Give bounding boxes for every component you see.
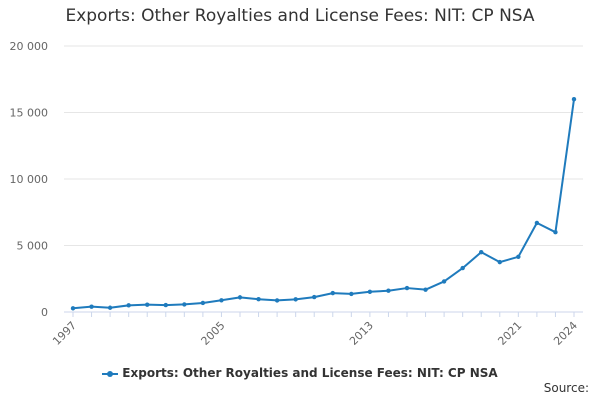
data-point — [163, 302, 168, 308]
series-layer — [70, 97, 577, 311]
data-point — [534, 220, 540, 226]
data-point — [219, 298, 224, 303]
data-point — [145, 302, 150, 307]
legend-point-marker — [107, 370, 114, 377]
series-line — [72, 99, 575, 310]
data-point — [256, 297, 261, 302]
y-tick-label: 5 000 — [17, 240, 49, 253]
data-point — [386, 288, 391, 293]
data-point — [312, 294, 317, 300]
data-point — [423, 287, 428, 292]
y-tick-label: 15 000 — [10, 107, 49, 120]
y-axis-tick-labels: 0 5 000 10 000 15 000 20 000 — [10, 40, 49, 319]
x-tick-label: 2024 — [551, 319, 580, 348]
data-point — [182, 302, 187, 307]
data-point — [441, 279, 447, 284]
legend-label: Exports: Other Royalties and License Fee… — [122, 366, 498, 380]
source-label: Source: — [543, 381, 589, 395]
data-point — [293, 297, 298, 302]
legend[interactable]: Exports: Other Royalties and License Fee… — [0, 366, 600, 380]
x-axis — [64, 311, 583, 317]
data-point — [404, 285, 410, 291]
data-point — [330, 290, 335, 296]
data-point — [349, 291, 354, 297]
y-tick-label: 0 — [41, 306, 48, 319]
data-point — [200, 300, 206, 306]
y-tick-label: 20 000 — [10, 40, 49, 53]
data-point — [367, 289, 373, 294]
chart-title: Exports: Other Royalties and License Fee… — [65, 6, 535, 26]
data-point — [479, 249, 484, 255]
y-tick-label: 10 000 — [10, 173, 49, 186]
data-point — [237, 295, 243, 300]
data-point — [274, 298, 280, 303]
legend-swatch — [102, 369, 119, 379]
x-tick-label: 2005 — [199, 319, 228, 348]
data-point — [516, 254, 521, 260]
x-tick-label: 1997 — [50, 319, 79, 348]
x-tick-label: 2021 — [495, 319, 524, 348]
data-point — [497, 259, 502, 265]
x-tick-label: 2013 — [347, 319, 376, 348]
data-point — [460, 265, 465, 271]
grid-lines — [64, 45, 583, 246]
data-point — [553, 230, 558, 235]
data-point — [70, 306, 76, 311]
data-point — [89, 304, 94, 309]
data-point — [126, 303, 131, 308]
x-axis-tick-labels: 1997 2005 2013 2021 2024 — [50, 319, 580, 348]
data-point — [107, 305, 113, 310]
data-point — [571, 97, 577, 102]
